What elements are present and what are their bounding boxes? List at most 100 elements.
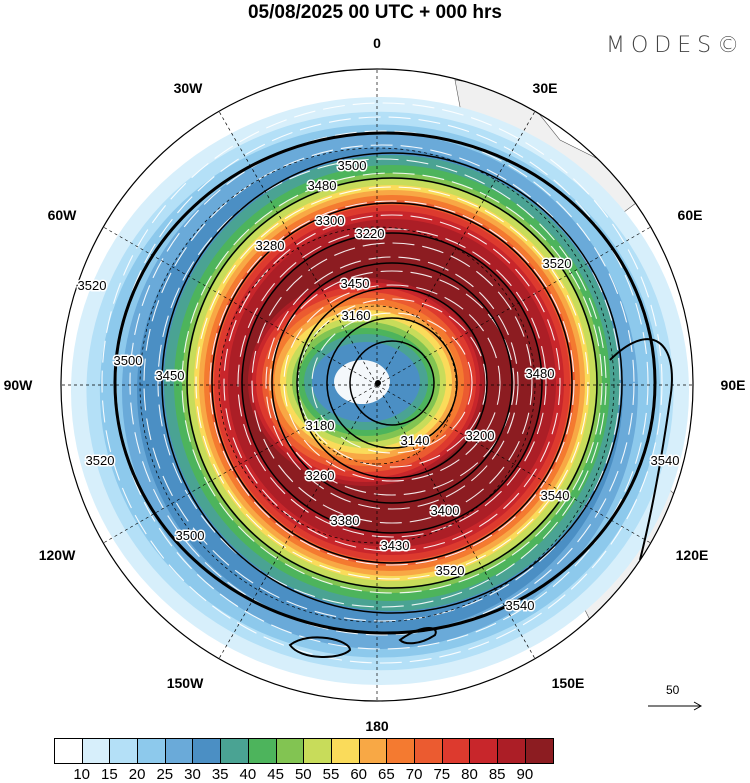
colorbar-label: 60	[350, 766, 368, 783]
colorbar-label: 65	[378, 766, 395, 783]
colorbar-swatch	[221, 739, 249, 763]
colorbar	[54, 738, 555, 764]
longitude-label: 90E	[720, 377, 746, 393]
contour-label: 3200	[466, 428, 495, 443]
wind-vector-streak	[115, 116, 649, 650]
colorbar-label: 35	[211, 766, 229, 783]
colorbar-label: 80	[461, 766, 478, 783]
contour-label: 3180	[306, 418, 335, 433]
wind-vector-streak	[209, 200, 575, 566]
colorbar-swatch	[138, 739, 166, 763]
height-contour	[113, 131, 657, 635]
colorbar-label: 25	[156, 766, 174, 783]
colorbar-label: 30	[184, 766, 201, 783]
meridian-line	[376, 384, 651, 544]
meridian-line	[376, 384, 536, 659]
vector-reference-label: 50	[666, 683, 680, 697]
colorbar-label: 45	[267, 766, 284, 783]
colorbar-swatch	[387, 739, 415, 763]
meridian-line	[103, 384, 378, 544]
colorbar-label: 20	[128, 766, 146, 783]
height-contour	[161, 152, 623, 614]
colorbar-label: 40	[239, 766, 257, 783]
height-contour	[398, 627, 437, 645]
map-disk	[61, 69, 693, 701]
wind-vector-streak	[101, 102, 663, 664]
wind-vector-streak	[265, 256, 519, 510]
colorbar-label: 90	[516, 766, 534, 783]
meridian-line	[103, 226, 378, 386]
contour-label: 3300	[316, 213, 345, 228]
contour-label: 3380	[331, 513, 360, 528]
colorbar-label: 50	[294, 766, 312, 783]
meridian-line	[376, 226, 651, 386]
contour-label: 3540	[541, 488, 570, 503]
colorbar-label: 55	[322, 766, 340, 783]
contour-label: 3540	[651, 453, 680, 468]
contour-label: 3540	[506, 598, 535, 613]
wind-vector-streak	[311, 312, 473, 454]
colorbar-label: 75	[433, 766, 451, 783]
colorbar-swatch	[442, 739, 471, 763]
height-contour	[609, 338, 673, 561]
colorbar-label: 70	[405, 766, 423, 783]
modes-logo: MODES©	[606, 33, 746, 58]
longitude-label: 120E	[675, 547, 709, 563]
wind-vector-streak	[269, 270, 515, 496]
contour-label: 3520	[436, 563, 465, 578]
height-contour	[288, 636, 352, 658]
wind-vector-streak	[181, 172, 603, 594]
map-boundary	[60, 68, 694, 702]
contour-label: 3500	[176, 528, 205, 543]
contour-label: 3280	[256, 238, 285, 253]
wind-vector-streak	[195, 186, 589, 580]
contour-label: 3500	[114, 353, 143, 368]
wind-vector-streak	[237, 228, 547, 538]
longitude-label: 180	[365, 718, 389, 734]
meridian-line	[376, 111, 536, 386]
height-contour	[326, 317, 458, 449]
longitude-label: 90W	[3, 377, 33, 393]
contour-label: 3450	[341, 276, 370, 291]
longitude-label: 60W	[47, 207, 77, 223]
wind-vector-streak	[143, 144, 621, 622]
map-title: 05/08/2025 00 UTC + 000 hrs	[247, 2, 503, 23]
wind-vector-streak	[157, 158, 607, 608]
height-contour	[349, 340, 435, 426]
contour-label: 3520	[78, 278, 107, 293]
colorbar-label: 15	[101, 766, 118, 783]
colorbar-swatch	[525, 739, 554, 763]
pole-marker	[375, 380, 381, 386]
colorbar-swatch	[498, 739, 526, 763]
height-contour	[186, 177, 598, 589]
contour-label: 3220	[356, 226, 385, 241]
contour-label: 3520	[86, 453, 115, 468]
longitude-label: 150E	[551, 675, 585, 691]
colorbar-swatch	[359, 739, 388, 763]
longitude-label: 120W	[38, 547, 76, 563]
longitude-label: 60E	[677, 207, 703, 223]
wind-vector-streak	[251, 242, 533, 524]
contour-label: 3260	[306, 468, 335, 483]
colorbar-swatch	[248, 739, 277, 763]
colorbar-swatch	[82, 739, 111, 763]
height-contour	[241, 232, 543, 534]
colorbar-swatch	[193, 739, 222, 763]
contour-label: 3500	[338, 158, 367, 173]
colorbar-swatch	[414, 739, 443, 763]
contour-label: 3520	[543, 256, 572, 271]
height-contour	[271, 262, 513, 504]
wind-vector-streak	[297, 298, 487, 468]
meridian-line	[218, 384, 378, 659]
contour-label: 3480	[526, 366, 555, 381]
longitude-label: 30E	[532, 80, 558, 96]
wind-vector-streak	[129, 130, 635, 636]
meridian-line	[218, 111, 378, 386]
colorbar-swatch	[276, 739, 305, 763]
height-contour	[296, 287, 488, 479]
wind-vector-streak	[223, 214, 561, 552]
colorbar-swatch	[165, 739, 194, 763]
contour-label: 3450	[156, 368, 185, 383]
contour-label: 3430	[381, 538, 410, 553]
